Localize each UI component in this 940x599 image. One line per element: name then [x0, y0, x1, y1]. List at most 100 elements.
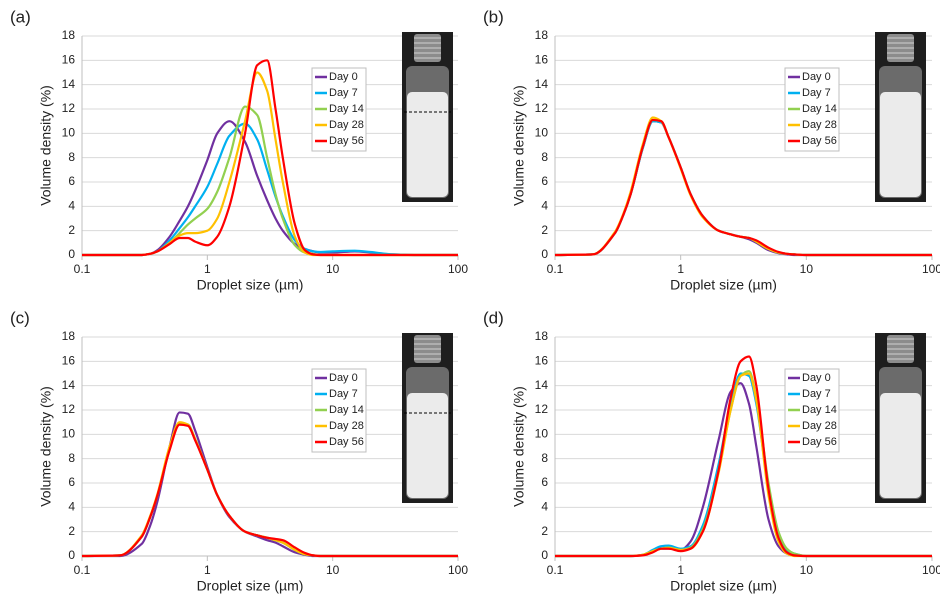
legend-label: Day 28 — [329, 420, 364, 432]
x-tick-label: 0.1 — [547, 262, 564, 276]
legend-label: Day 7 — [802, 388, 831, 400]
y-tick-label: 2 — [541, 524, 548, 538]
legend-label: Day 56 — [802, 135, 837, 147]
y-axis-label: Volume density (%) — [511, 85, 527, 206]
legend-label: Day 14 — [329, 103, 364, 115]
vial-liquid — [407, 92, 448, 197]
y-tick-label: 0 — [541, 247, 548, 261]
panel-label: (b) — [483, 7, 504, 26]
x-tick-label: 1 — [204, 563, 211, 577]
y-tick-label: 12 — [62, 402, 76, 416]
x-tick-label: 0.1 — [547, 563, 564, 577]
vial-liquid — [407, 393, 448, 498]
legend-label: Day 56 — [802, 436, 837, 448]
x-tick-label: 100 — [448, 262, 468, 276]
y-tick-label: 16 — [535, 53, 549, 67]
x-tick-label: 10 — [800, 563, 814, 577]
y-tick-label: 2 — [68, 524, 75, 538]
y-tick-label: 2 — [68, 223, 75, 237]
y-tick-label: 2 — [541, 223, 548, 237]
x-axis-label: Droplet size (µm) — [197, 578, 304, 594]
y-tick-label: 16 — [62, 354, 76, 368]
y-tick-label: 14 — [535, 77, 549, 91]
y-tick-label: 14 — [62, 378, 76, 392]
legend-label: Day 56 — [329, 436, 364, 448]
y-tick-label: 6 — [541, 475, 548, 489]
legend-label: Day 7 — [329, 87, 358, 99]
series-line — [554, 118, 932, 257]
series-line — [81, 423, 458, 558]
legend-label: Day 28 — [329, 119, 364, 131]
y-tick-label: 0 — [541, 548, 548, 562]
series-line — [81, 422, 458, 558]
y-tick-label: 18 — [62, 28, 76, 42]
x-tick-label: 100 — [922, 563, 940, 577]
y-tick-label: 4 — [541, 500, 548, 514]
vial-liquid — [880, 92, 921, 197]
series-line — [82, 120, 458, 257]
y-tick-label: 6 — [68, 475, 75, 489]
y-tick-label: 8 — [541, 150, 548, 164]
y-tick-label: 16 — [535, 354, 549, 368]
y-axis-label: Volume density (%) — [38, 386, 54, 507]
y-tick-label: 0 — [68, 548, 75, 562]
y-axis-label: Volume density (%) — [511, 386, 527, 507]
y-tick-label: 18 — [535, 329, 549, 343]
series-line — [82, 59, 458, 257]
x-tick-label: 10 — [326, 262, 340, 276]
y-tick-label: 18 — [535, 28, 549, 42]
y-tick-label: 16 — [62, 53, 76, 67]
legend-label: Day 14 — [802, 404, 837, 416]
x-tick-label: 1 — [677, 563, 684, 577]
x-axis-label: Droplet size (µm) — [670, 578, 777, 594]
y-tick-label: 12 — [535, 402, 549, 416]
series-line — [82, 71, 458, 257]
legend-label: Day 0 — [802, 71, 831, 83]
legend-label: Day 0 — [329, 372, 358, 384]
x-axis-label: Droplet size (µm) — [197, 277, 304, 293]
y-tick-label: 8 — [68, 451, 75, 465]
y-tick-label: 10 — [62, 126, 76, 140]
y-tick-label: 4 — [68, 199, 75, 213]
y-tick-label: 14 — [62, 77, 76, 91]
vial-liquid — [880, 393, 921, 498]
x-tick-label: 0.1 — [74, 262, 91, 276]
y-tick-label: 4 — [68, 500, 75, 514]
legend-label: Day 0 — [802, 372, 831, 384]
y-tick-label: 6 — [541, 174, 548, 188]
legend-label: Day 14 — [329, 404, 364, 416]
x-tick-label: 0.1 — [74, 563, 91, 577]
y-tick-label: 18 — [62, 329, 76, 343]
x-tick-label: 1 — [204, 262, 211, 276]
y-tick-label: 14 — [535, 378, 549, 392]
x-tick-label: 10 — [326, 563, 340, 577]
panel-label: (a) — [10, 7, 31, 26]
y-tick-label: 8 — [541, 451, 548, 465]
series-line — [555, 355, 932, 558]
y-tick-label: 0 — [68, 247, 75, 261]
y-tick-label: 10 — [62, 427, 76, 441]
legend-label: Day 14 — [802, 103, 837, 115]
x-tick-label: 100 — [448, 563, 468, 577]
y-tick-label: 12 — [62, 101, 76, 115]
legend-label: Day 28 — [802, 420, 837, 432]
x-tick-label: 100 — [922, 262, 940, 276]
x-tick-label: 10 — [800, 262, 814, 276]
legend-label: Day 7 — [329, 388, 358, 400]
panel-label: (c) — [10, 308, 30, 327]
panel-label: (d) — [483, 308, 504, 327]
series-line — [81, 422, 458, 558]
y-axis-label: Volume density (%) — [38, 85, 54, 206]
legend-label: Day 28 — [802, 119, 837, 131]
legend-label: Day 0 — [329, 71, 358, 83]
legend-label: Day 56 — [329, 135, 364, 147]
y-tick-label: 6 — [68, 174, 75, 188]
legend-label: Day 7 — [802, 87, 831, 99]
x-axis-label: Droplet size (µm) — [670, 277, 777, 293]
y-tick-label: 4 — [541, 199, 548, 213]
y-tick-label: 8 — [68, 150, 75, 164]
y-tick-label: 12 — [535, 101, 549, 115]
y-tick-label: 10 — [535, 427, 549, 441]
series-line — [82, 122, 458, 257]
